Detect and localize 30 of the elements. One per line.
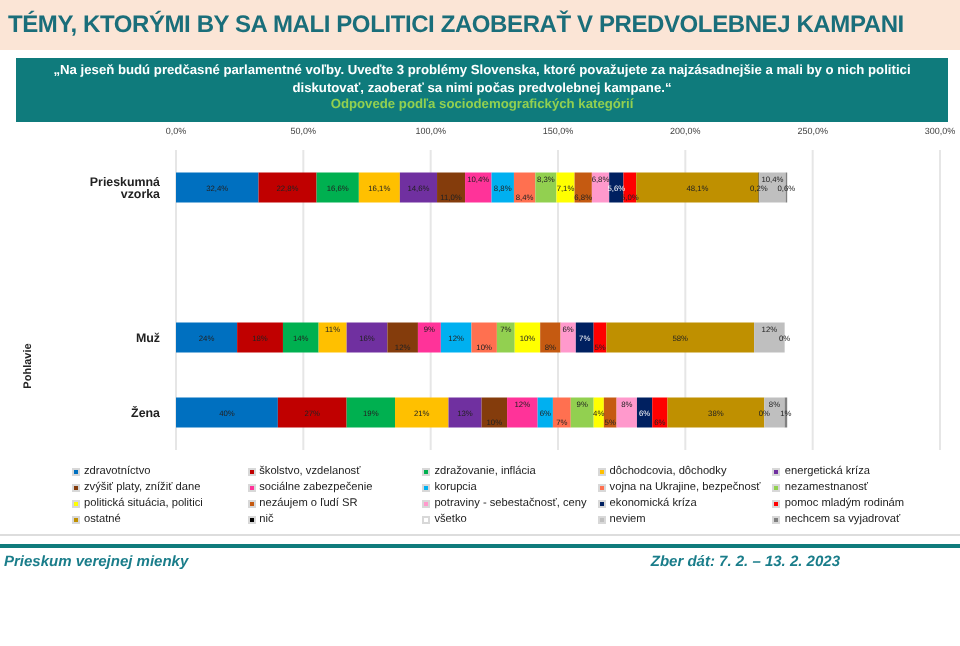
bar — [387, 322, 418, 353]
bar — [258, 172, 317, 203]
bar — [652, 397, 668, 428]
bar — [507, 397, 538, 428]
bar — [440, 322, 472, 353]
bar — [346, 397, 396, 428]
bar — [552, 397, 571, 428]
bar — [465, 172, 492, 203]
bar — [570, 397, 594, 428]
bar — [556, 172, 575, 203]
bar — [417, 322, 441, 353]
bar — [395, 397, 449, 428]
bar — [316, 172, 359, 203]
bar — [399, 172, 438, 203]
bar — [448, 397, 482, 428]
bar — [358, 172, 400, 203]
bar — [606, 322, 755, 353]
bar — [540, 322, 561, 353]
bar — [346, 322, 388, 353]
bar — [282, 322, 319, 353]
chart-title: TÉMY, KTORÝMI BY SA MALI POLITICI ZAOBERAŤ V PREDVOLEBNEJ KAMPANI — [0, 0, 960, 50]
bar — [176, 397, 278, 428]
bar — [176, 322, 238, 353]
bar — [237, 322, 283, 353]
bar — [575, 322, 594, 353]
bar — [471, 322, 497, 353]
bar — [496, 322, 515, 353]
bar — [176, 172, 259, 203]
bar — [277, 397, 347, 428]
bar — [318, 322, 347, 353]
